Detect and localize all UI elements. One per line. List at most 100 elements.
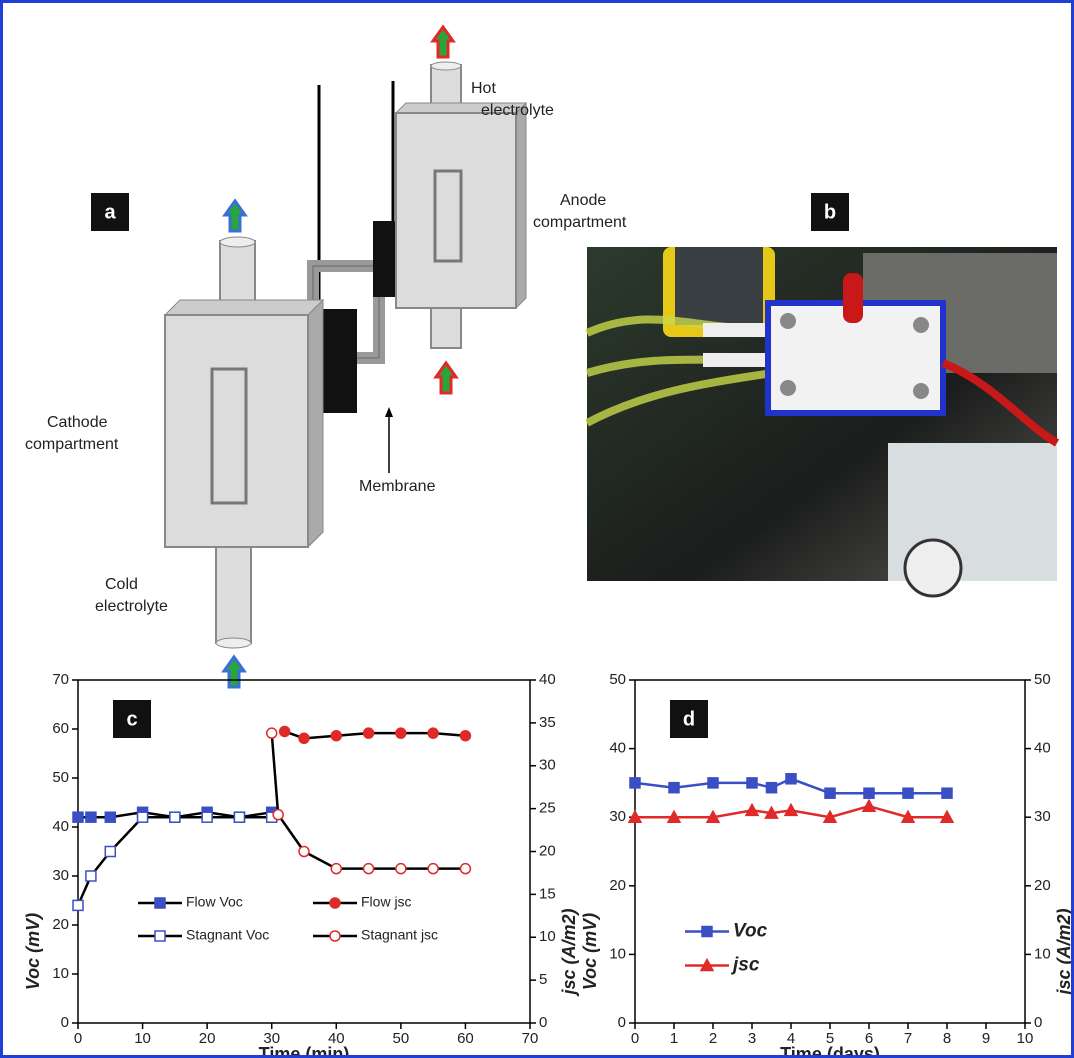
label: Membrane <box>359 478 436 495</box>
marker <box>298 732 310 745</box>
marker <box>902 787 914 799</box>
legend-label: Stagnant jsc <box>361 927 438 943</box>
cell-diagram: a Hot electrolyte Anode compartment Cath… <box>25 24 627 689</box>
legend-label: Flow Voc <box>186 894 243 910</box>
x-tick-label: 4 <box>787 1030 795 1047</box>
label: compartment <box>25 436 119 453</box>
marker <box>900 809 916 823</box>
marker <box>169 811 181 823</box>
y2-tick-label: 40 <box>539 671 556 688</box>
y-tick-label: 30 <box>609 808 626 825</box>
y-tick-label: 10 <box>609 945 626 962</box>
label: Cathode <box>47 414 108 431</box>
marker <box>362 862 375 875</box>
x-tick-label: 10 <box>1017 1030 1034 1047</box>
x-tick-label: 5 <box>826 1030 834 1047</box>
marker <box>72 899 84 912</box>
y-tick-label: 40 <box>52 818 69 835</box>
x-tick-label: 30 <box>263 1030 280 1047</box>
x-tick-label: 2 <box>709 1030 717 1047</box>
marker <box>330 862 343 875</box>
x-tick-label: 60 <box>457 1030 474 1047</box>
legend-label: Stagnant Voc <box>186 927 269 943</box>
label: Cold <box>105 576 138 593</box>
y-tick-label: 20 <box>52 916 69 933</box>
marker <box>783 802 799 817</box>
x-axis-title: Time (days) <box>780 1044 880 1055</box>
legend-marker <box>699 957 715 972</box>
x-tick-label: 50 <box>393 1030 410 1047</box>
y2-tick-label: 40 <box>1034 740 1051 757</box>
legend-marker <box>154 930 166 942</box>
y2-tick-label: 20 <box>1034 877 1051 894</box>
marker <box>330 729 343 742</box>
marker <box>362 727 375 739</box>
x-tick-label: 1 <box>670 1030 678 1047</box>
y2-tick-label: 5 <box>539 971 547 988</box>
marker <box>459 862 472 875</box>
marker <box>705 809 721 823</box>
panel-label: b <box>824 201 836 223</box>
y2-tick-label: 30 <box>539 757 556 774</box>
y-tick-label: 60 <box>52 720 69 737</box>
y-tick-label: 70 <box>52 671 69 688</box>
marker <box>272 808 284 821</box>
y-tick-label: 0 <box>61 1014 69 1031</box>
marker <box>668 781 680 794</box>
y2-tick-label: 30 <box>1034 808 1051 825</box>
x-tick-label: 40 <box>328 1030 345 1047</box>
marker <box>764 805 779 819</box>
marker <box>298 845 310 858</box>
figure-canvas: a Hot electrolyte Anode compartment Cath… <box>23 24 1071 1055</box>
y2-axis-title: jsc (A/m2) <box>559 908 579 996</box>
panel-label-box <box>670 700 708 738</box>
marker <box>395 727 407 739</box>
series-line <box>634 777 947 795</box>
y-tick-label: 40 <box>609 740 626 757</box>
legend-marker <box>154 897 166 909</box>
x-tick-label: 0 <box>74 1030 82 1047</box>
marker <box>939 809 955 823</box>
y-axis-title: Voc (mV) <box>23 913 43 990</box>
marker <box>861 798 877 812</box>
y2-tick-label: 15 <box>539 885 556 902</box>
panel-label: d <box>683 708 695 730</box>
label: electrolyte <box>95 598 168 615</box>
marker <box>765 781 778 794</box>
panel-label: c <box>126 708 137 730</box>
x-axis-title: Time (min) <box>259 1044 350 1055</box>
marker <box>707 777 719 789</box>
marker <box>941 787 953 799</box>
marker <box>104 845 117 858</box>
x-tick-label: 9 <box>982 1030 990 1047</box>
marker <box>629 777 641 789</box>
x-tick-label: 8 <box>943 1030 951 1047</box>
y2-tick-label: 35 <box>539 714 556 731</box>
marker <box>746 777 758 789</box>
marker <box>136 811 149 823</box>
y2-tick-label: 10 <box>539 928 556 945</box>
label: Anode <box>560 192 606 209</box>
marker <box>459 729 472 742</box>
marker <box>72 811 84 823</box>
marker <box>201 811 213 823</box>
x-tick-label: 10 <box>134 1030 151 1047</box>
legend-marker <box>701 925 713 938</box>
x-tick-label: 70 <box>522 1030 539 1047</box>
marker <box>822 809 838 823</box>
series-line <box>76 815 272 906</box>
marker <box>627 809 643 823</box>
marker <box>104 811 117 823</box>
legend-marker <box>329 930 341 942</box>
label: electrolyte <box>481 102 554 119</box>
marker <box>427 727 439 739</box>
x-tick-label: 3 <box>748 1030 756 1047</box>
legend-label: Voc <box>733 921 768 942</box>
marker <box>824 787 836 799</box>
y-tick-label: 50 <box>52 769 69 786</box>
x-tick-label: 7 <box>904 1030 912 1047</box>
y-tick-label: 20 <box>609 877 626 894</box>
legend-label: jsc <box>730 955 760 976</box>
y2-tick-label: 50 <box>1034 671 1051 688</box>
